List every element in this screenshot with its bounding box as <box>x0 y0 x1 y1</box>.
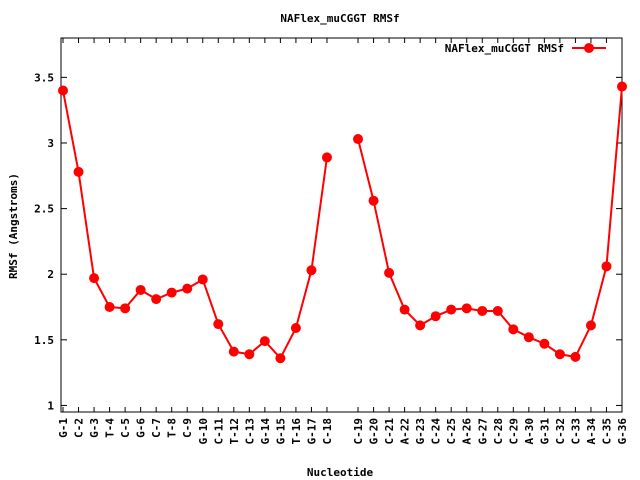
y-tick-label: 3 <box>47 137 54 150</box>
x-tick-label: G-10 <box>197 418 210 445</box>
x-tick-label: C-21 <box>383 418 396 445</box>
x-tick-label: A-34 <box>585 418 598 445</box>
x-tick-label: C-9 <box>181 418 194 438</box>
data-point <box>477 305 488 316</box>
x-tick-label: T-12 <box>228 418 241 445</box>
x-tick-label: T-8 <box>166 418 179 438</box>
data-point <box>120 303 131 314</box>
x-tick-label: C-28 <box>492 418 505 445</box>
data-point <box>368 195 379 206</box>
data-point <box>461 303 472 314</box>
legend: NAFlex_muCGGT RMSf <box>445 42 606 55</box>
data-point <box>415 320 426 331</box>
legend-marker <box>584 43 594 53</box>
data-point <box>151 294 162 305</box>
data-point <box>290 323 301 334</box>
data-point <box>601 261 612 272</box>
x-tick-label: C-13 <box>243 418 256 445</box>
data-point <box>508 324 519 335</box>
x-tick-label: G-1 <box>57 418 70 438</box>
series-line <box>62 90 328 360</box>
data-point <box>306 265 317 276</box>
x-tick-label: C-18 <box>321 418 334 445</box>
x-tick-label: C-11 <box>212 418 225 445</box>
x-tick-label: C-33 <box>569 418 582 445</box>
y-tick-label: 2 <box>47 268 54 281</box>
data-point <box>244 349 255 360</box>
x-tick-label: G-36 <box>616 418 629 445</box>
y-tick-label: 2.5 <box>34 203 54 216</box>
x-tick-label: G-17 <box>305 418 318 445</box>
data-point <box>570 351 581 362</box>
x-tick-label: G-23 <box>414 418 427 445</box>
x-tick-label: G-20 <box>368 418 381 445</box>
data-point <box>73 166 84 177</box>
plot-frame <box>60 37 623 413</box>
data-point <box>353 134 364 145</box>
data-point <box>166 287 177 298</box>
data-point <box>89 273 100 284</box>
data-point <box>585 320 596 331</box>
legend-label: NAFlex_muCGGT RMSf <box>445 42 564 55</box>
chart-title: NAFlex_muCGGT RMSf <box>280 12 399 25</box>
data-point <box>104 302 115 313</box>
x-tick-label: C-29 <box>507 418 520 445</box>
x-tick-label: C-32 <box>554 418 567 445</box>
data-point <box>213 319 224 330</box>
series-rmsf <box>58 81 627 364</box>
x-tick-label: C-24 <box>430 418 443 445</box>
data-point <box>539 338 550 349</box>
x-tick-label: G-31 <box>538 418 551 445</box>
data-point <box>617 81 627 92</box>
x-tick-label: C-25 <box>445 418 458 445</box>
y-axis-label: RMSf (Angstroms) <box>7 173 20 279</box>
data-point <box>197 274 208 285</box>
x-tick-label: G-14 <box>259 418 272 445</box>
data-point <box>446 304 457 315</box>
x-tick-label: C-7 <box>150 418 163 438</box>
data-point <box>58 85 68 96</box>
data-point <box>275 353 286 364</box>
x-tick-label: A-30 <box>523 418 536 445</box>
x-tick-label: G-27 <box>476 418 489 445</box>
data-point <box>523 332 534 343</box>
data-point <box>182 283 193 294</box>
y-tick-label: 1.5 <box>34 334 54 347</box>
data-point <box>430 311 441 322</box>
x-tick-label: C-35 <box>600 418 613 445</box>
x-tick-label: T-16 <box>290 418 303 445</box>
series-line <box>357 86 623 358</box>
data-point <box>259 336 270 347</box>
x-tick-label: C-5 <box>119 418 132 438</box>
y-tick-label: 1 <box>47 399 54 412</box>
x-axis: G-1 C-2 G-3 T-4 C-5 G-6 C-7 T-8 C-9 G-10 C-11 T-12 C… <box>57 38 629 445</box>
x-tick-label: A-22 <box>399 418 412 445</box>
data-point <box>399 304 410 315</box>
x-tick-label: G-3 <box>88 418 101 438</box>
data-point <box>135 284 146 295</box>
data-point <box>554 349 565 360</box>
x-tick-label: G-6 <box>135 418 148 438</box>
data-point <box>228 346 239 357</box>
data-point <box>492 305 503 316</box>
data-point <box>384 267 395 278</box>
x-tick-label: G-15 <box>274 418 287 445</box>
y-axis: 1 1.5 2 2.5 3 3.5 <box>34 71 622 412</box>
y-tick-label: 3.5 <box>34 71 54 84</box>
x-axis-label: Nucleotide <box>307 466 374 479</box>
x-tick-label: C-19 <box>352 418 365 445</box>
x-tick-label: A-26 <box>461 418 474 445</box>
x-tick-label: C-2 <box>73 418 86 438</box>
x-tick-label: T-4 <box>104 418 117 438</box>
data-point <box>321 152 332 163</box>
